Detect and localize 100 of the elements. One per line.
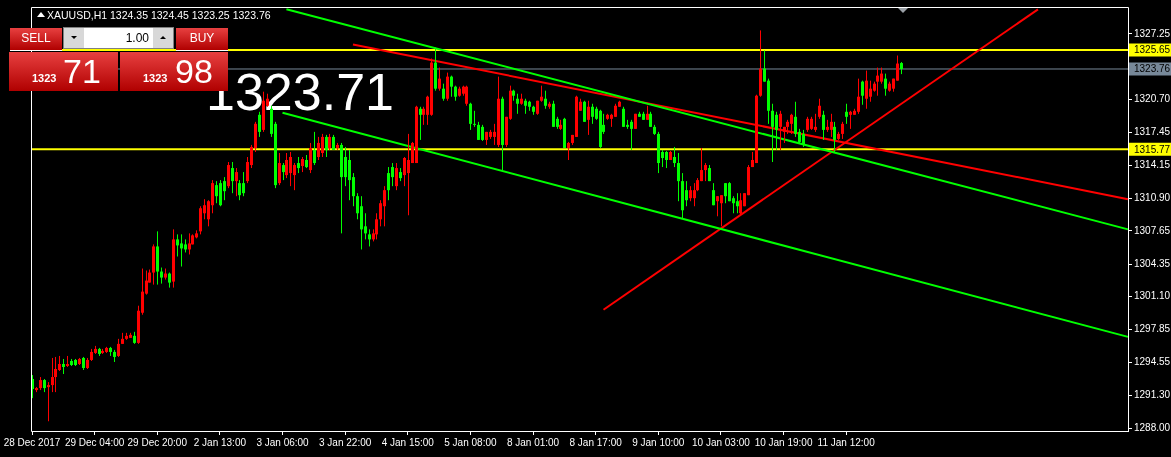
- candlestick: [677, 152, 680, 202]
- candlestick: [583, 100, 586, 123]
- chart-title: XAUUSD,H1 1324.35 1324.45 1323.25 1323.76: [47, 9, 271, 21]
- candlestick: [704, 162, 707, 182]
- candlestick: [685, 180, 688, 207]
- candlestick: [317, 136, 320, 161]
- x-tick-label: 10 Jan 03:00: [692, 436, 751, 448]
- x-tick-label: 11 Jan 12:00: [817, 436, 876, 448]
- candlestick: [693, 182, 696, 207]
- y-tick-label: 1297.85: [1134, 323, 1171, 335]
- candlestick: [720, 194, 723, 227]
- y-tick-label: 1294.55: [1134, 356, 1171, 368]
- candlestick: [818, 98, 821, 120]
- candlestick: [716, 195, 719, 217]
- candlestick: [47, 381, 50, 422]
- candlestick: [231, 161, 234, 194]
- candlestick: [219, 179, 222, 207]
- y-tick-label: 1288.00: [1134, 422, 1171, 434]
- ref-line-label: 1323.76: [1134, 63, 1171, 75]
- candlestick: [395, 162, 398, 191]
- candlestick: [591, 103, 594, 125]
- annotation: 1.00: [125, 31, 149, 45]
- candlestick: [344, 146, 347, 187]
- candlestick: [438, 67, 441, 92]
- candlestick: [775, 111, 778, 151]
- candlestick: [473, 110, 476, 128]
- y-tick-label: 1301.10: [1134, 290, 1171, 302]
- candlestick: [845, 103, 848, 125]
- candlestick: [238, 179, 241, 201]
- candlestick: [739, 192, 742, 216]
- candlestick: [348, 149, 351, 201]
- candlestick: [321, 133, 324, 158]
- y-tick-label: 1317.45: [1134, 126, 1171, 138]
- candlestick: [309, 142, 312, 174]
- candlestick: [383, 185, 386, 227]
- ref-line-label: 1325.65: [1134, 44, 1171, 56]
- lot-size-field: 1.00: [63, 27, 174, 49]
- candlestick: [223, 176, 226, 201]
- x-tick-label: 29 Dec 20:00: [127, 436, 188, 448]
- sell-price-box: 1323 71: [9, 52, 118, 91]
- candlestick: [289, 151, 292, 187]
- x-tick-label: 28 Dec 2017: [3, 436, 61, 448]
- candlestick: [630, 119, 633, 151]
- candlestick: [673, 146, 676, 168]
- annotation: 1323: [32, 72, 57, 84]
- candlestick: [552, 100, 555, 128]
- y-tick-label: 1304.35: [1134, 257, 1171, 269]
- annotation: 71: [63, 51, 101, 91]
- candlestick: [857, 78, 860, 115]
- candlestick: [771, 103, 774, 163]
- candlestick: [830, 113, 833, 138]
- candlestick: [391, 162, 394, 187]
- candlestick: [861, 80, 864, 106]
- x-tick-label: 8 Jan 17:00: [569, 436, 623, 448]
- candlestick: [176, 233, 179, 257]
- candlestick: [544, 90, 547, 110]
- candlestick: [567, 141, 570, 161]
- buy-button: BUY: [176, 28, 228, 51]
- candlestick: [446, 72, 449, 102]
- candlestick: [849, 110, 852, 130]
- candlestick: [407, 133, 410, 216]
- x-tick-label: 8 Jan 01:00: [506, 436, 560, 448]
- candlestick: [227, 161, 230, 189]
- sell-button: SELL: [10, 28, 62, 51]
- candlestick: [54, 356, 57, 393]
- candlestick: [833, 121, 836, 153]
- y-tick-label: 1291.30: [1134, 388, 1171, 400]
- candlestick: [794, 101, 797, 138]
- candlestick: [869, 80, 872, 103]
- candlestick: [884, 73, 887, 97]
- x-tick-label: 3 Jan 22:00: [319, 436, 372, 448]
- y-tick-label: 1320.70: [1134, 93, 1171, 105]
- candlestick: [469, 102, 472, 131]
- candlestick: [450, 75, 453, 98]
- candlestick: [779, 110, 782, 151]
- y-tick-label: 1310.90: [1134, 191, 1171, 203]
- candlestick: [235, 167, 238, 197]
- candlestick: [403, 156, 406, 187]
- candlestick: [814, 113, 817, 133]
- candlestick: [865, 70, 868, 110]
- annotation: 1323: [143, 72, 168, 84]
- candlestick: [736, 192, 739, 214]
- candlestick: [242, 171, 245, 197]
- candlestick: [587, 100, 590, 136]
- candlestick: [32, 374, 34, 399]
- candlestick: [387, 166, 390, 201]
- x-tick-label: 5 Jan 08:00: [444, 436, 497, 448]
- candlestick: [313, 131, 316, 166]
- x-tick-label: 9 Jan 10:00: [632, 436, 685, 448]
- candlestick: [215, 180, 218, 204]
- ref-line-label: 1315.77: [1134, 143, 1171, 155]
- y-tick-label: 1314.15: [1134, 159, 1171, 171]
- x-tick-label: 4 Jan 15:00: [381, 436, 435, 448]
- candlestick: [724, 182, 727, 204]
- candlestick: [278, 152, 281, 186]
- candlestick: [516, 93, 519, 115]
- candlestick: [117, 338, 120, 358]
- candlestick: [199, 205, 202, 235]
- x-tick-label: 2 Jan 13:00: [193, 436, 247, 448]
- candlestick: [622, 106, 625, 128]
